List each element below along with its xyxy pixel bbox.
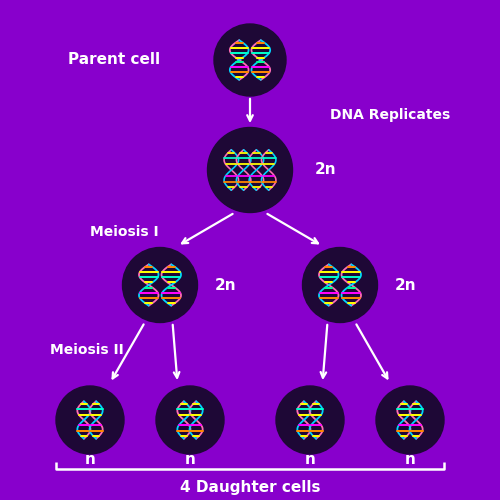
Circle shape [276,386,344,454]
Circle shape [302,248,378,322]
Circle shape [208,128,292,212]
Text: 2n: 2n [215,278,236,292]
Circle shape [376,386,444,454]
Circle shape [214,24,286,96]
Text: DNA Replicates: DNA Replicates [330,108,450,122]
Text: 2n: 2n [315,162,336,178]
Text: 4 Daughter cells: 4 Daughter cells [180,480,320,495]
Text: n: n [404,452,415,466]
Text: Meiosis II: Meiosis II [50,343,124,357]
Text: n: n [184,452,196,466]
Circle shape [122,248,198,322]
Circle shape [156,386,224,454]
Circle shape [56,386,124,454]
Text: 2n: 2n [395,278,416,292]
Text: Meiosis I: Meiosis I [90,226,158,239]
Text: Parent cell: Parent cell [68,52,160,68]
Text: n: n [84,452,96,466]
Text: n: n [304,452,316,466]
